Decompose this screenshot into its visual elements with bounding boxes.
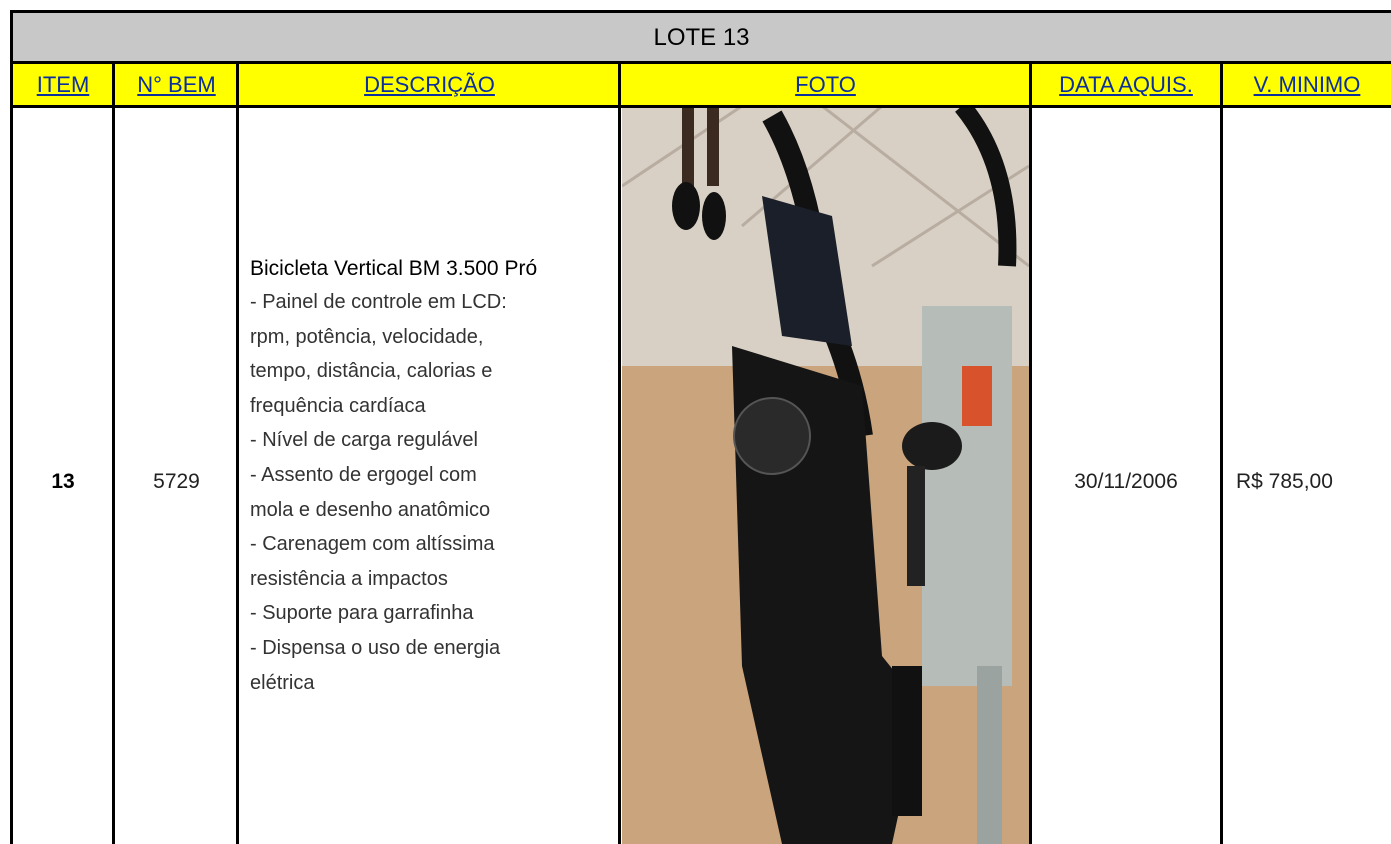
title-row: [12, 12, 1391, 62]
photo: [622, 106, 1029, 844]
border: [10, 10, 13, 844]
description-line: resistência a impactos: [250, 567, 448, 590]
border: [112, 62, 115, 844]
asset-number: 5729: [153, 470, 200, 493]
description-line: - Nível de carga regulável: [250, 429, 478, 452]
border: [618, 62, 621, 844]
minimum-value: R$ 785,00: [1236, 470, 1333, 493]
header-cell: V. MINIMO: [1253, 72, 1361, 97]
description-heading: Bicicleta Vertical BM 3.500 Pró: [250, 257, 538, 280]
acquisition-date: 30/11/2006: [1074, 470, 1178, 493]
description-line: rpm, potência, velocidade,: [250, 325, 484, 348]
description-line: - Assento de ergogel com: [250, 464, 477, 486]
description-line: - Carenagem com altíssima: [250, 533, 495, 556]
header-cell: N° BEM: [137, 72, 216, 97]
header-cell: DATA AQUIS.: [1059, 72, 1193, 97]
description-line: - Dispensa o uso de energia: [250, 637, 501, 659]
item: 13: [51, 470, 75, 493]
description-line: - Painel de controle em LCD:: [250, 291, 507, 313]
description-line: mola e desenho anatômico: [250, 498, 491, 521]
header-cell: DESCRIÇÃO: [364, 72, 495, 97]
border: [236, 62, 239, 844]
border: [10, 105, 1391, 108]
description-line: elétrica: [250, 671, 315, 694]
border: [10, 61, 1391, 64]
description-line: frequência cardíaca: [250, 394, 426, 417]
header-row: [12, 64, 1391, 106]
table-title: LOTE 13: [653, 24, 750, 51]
border: [10, 10, 1391, 13]
description-line: - Suporte para garrafinha: [250, 602, 474, 625]
header-cell: FOTO: [795, 72, 856, 97]
border: [1029, 62, 1032, 844]
description-line: tempo, distância, calorias e: [250, 360, 493, 383]
border: [1220, 62, 1223, 844]
header-cell: ITEM: [36, 72, 90, 97]
